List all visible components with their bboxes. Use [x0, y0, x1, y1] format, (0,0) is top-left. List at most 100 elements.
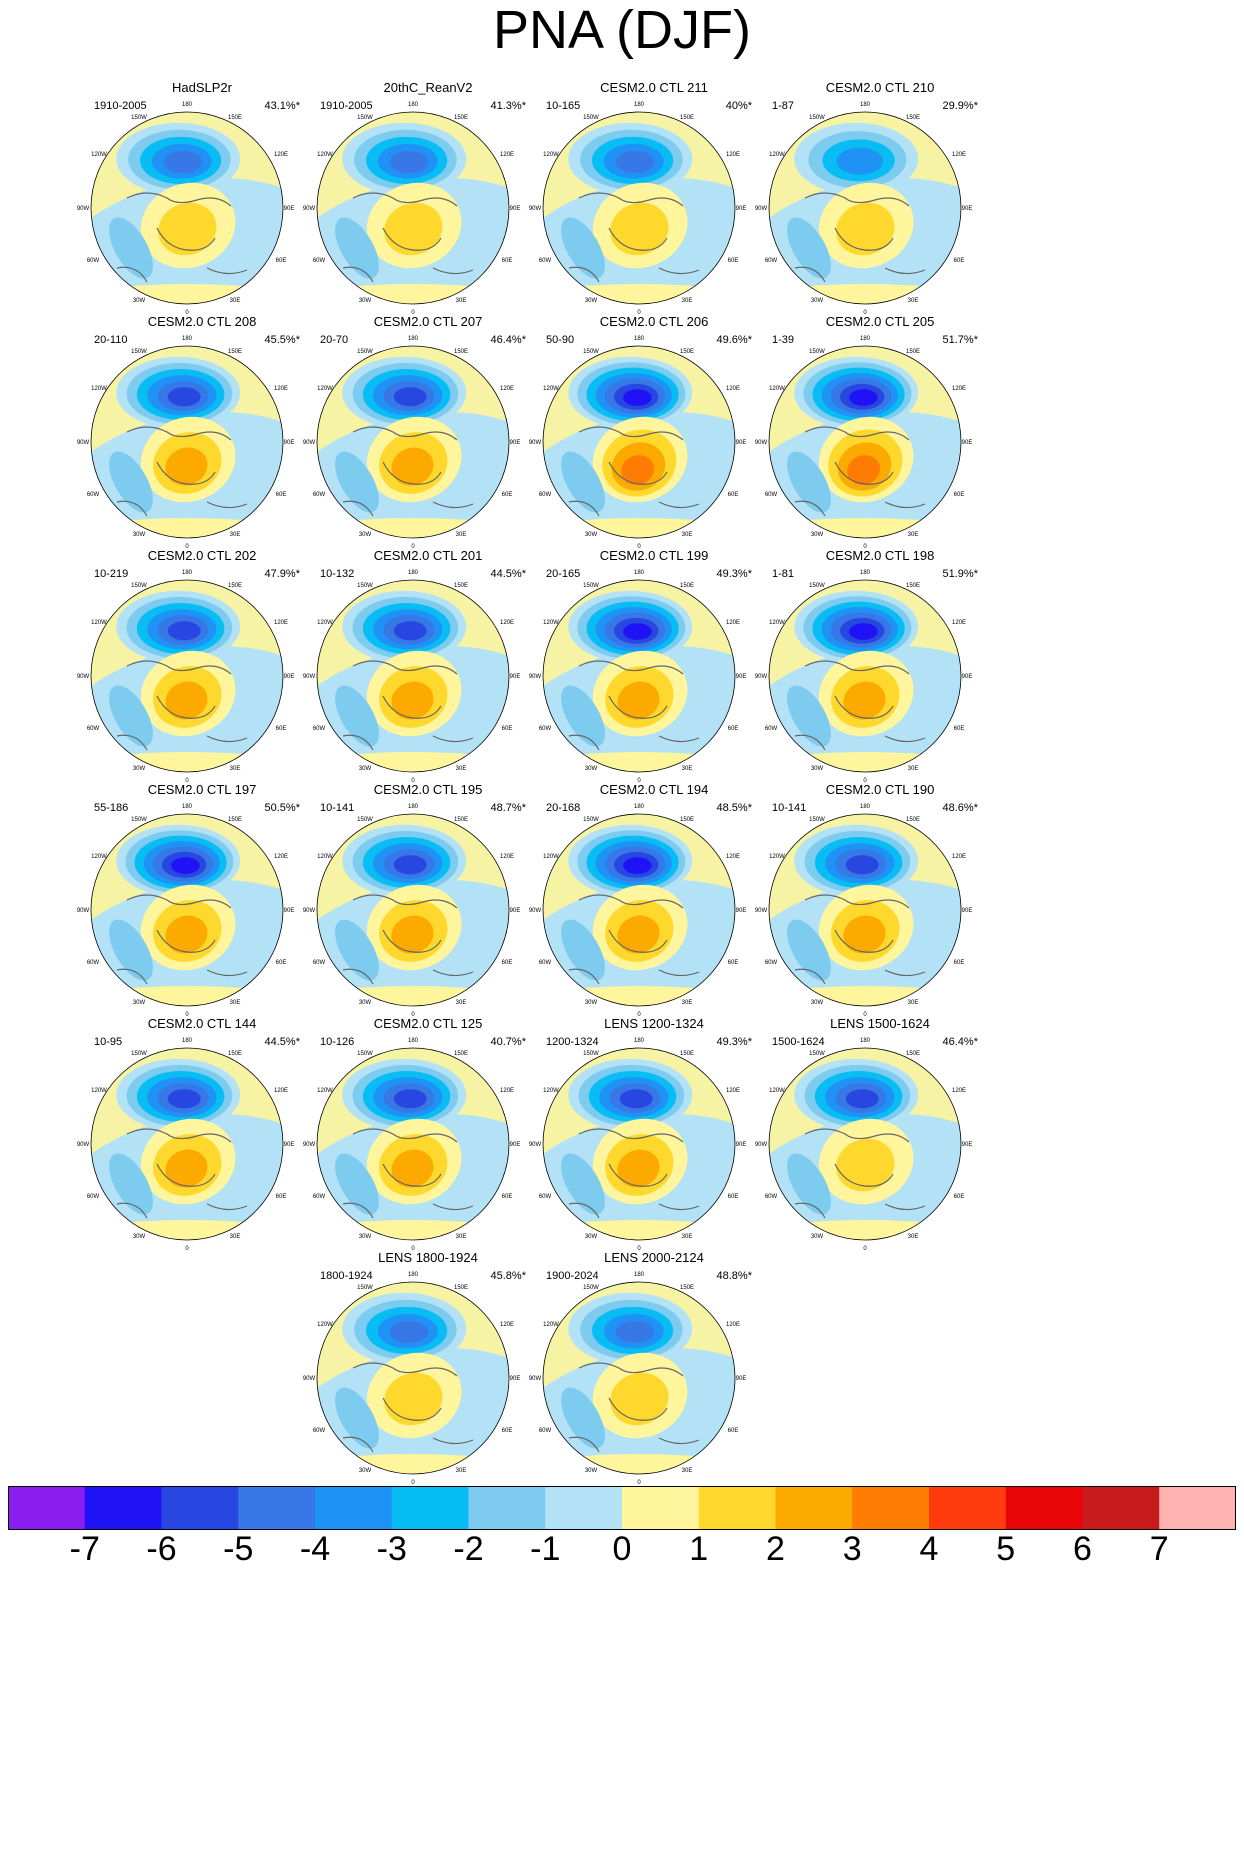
- pacific-low-contour: [836, 147, 884, 175]
- colorbar-swatch: [161, 1486, 239, 1530]
- longitude-label: 150E: [454, 817, 468, 823]
- map-panel: 180 150W 150E 120W 120E 90W 90E 60W 60E 30W 30E 0 CE…: [755, 782, 990, 1028]
- canada-high-contour: [391, 1149, 434, 1188]
- longitude-label: 30E: [456, 1234, 467, 1240]
- longitude-label: 150E: [680, 817, 694, 823]
- pacific-low-contour: [393, 1089, 427, 1109]
- map-boundary: [316, 1047, 510, 1241]
- longitude-label: 60W: [313, 1194, 326, 1200]
- coastline: [794, 192, 926, 283]
- map-panel: 180 150W 150E 120W 120E 90W 90E 60W 60E 30W 30E 0 CE…: [529, 314, 764, 560]
- longitude-label: 180: [634, 1272, 645, 1278]
- longitude-label: 60W: [313, 726, 326, 732]
- longitude-label: 30W: [585, 532, 598, 538]
- longitude-label: 90W: [77, 440, 90, 446]
- map-boundary: [316, 111, 510, 305]
- longitude-label: 90E: [962, 206, 973, 212]
- map-boundary: [768, 345, 962, 539]
- panel-year-range: 1-81: [772, 568, 795, 580]
- longitude-label: 180: [634, 804, 645, 810]
- longitude-label: 30W: [585, 298, 598, 304]
- longitude-label: 120E: [274, 152, 288, 158]
- longitude-label: 120W: [317, 1088, 333, 1094]
- longitude-label: 150W: [357, 583, 373, 589]
- longitude-label: 0: [637, 778, 641, 784]
- panel-variance-pct: 44.5%*: [264, 1036, 300, 1048]
- panel-year-range: 10-126: [320, 1036, 355, 1048]
- panel-variance-pct: 45.5%*: [264, 334, 300, 346]
- colorbar-tick-label: -1: [530, 1530, 561, 1568]
- longitude-label: 0: [637, 1246, 641, 1252]
- longitude-label: 0: [637, 1012, 641, 1018]
- longitude-label: 30E: [682, 1468, 693, 1474]
- positive-rim: [91, 518, 283, 538]
- longitude-label: 30E: [230, 298, 241, 304]
- longitude-label: 120E: [274, 386, 288, 392]
- colorbar-tick-label: -2: [453, 1530, 484, 1568]
- longitude-label: 180: [408, 102, 419, 108]
- panel-title: CESM2.0 CTL 144: [147, 1016, 257, 1031]
- panel-variance-pct: 40%*: [725, 100, 752, 112]
- panel-title: LENS 2000-2124: [604, 1250, 704, 1265]
- longitude-label: 120W: [91, 152, 107, 158]
- polar-map: 180 150W 150E 120W 120E 90W 90E 60W 60E 30W 30E 0: [529, 804, 747, 1018]
- panel-title: CESM2.0 CTL 211: [600, 80, 708, 95]
- polar-map: 180 150W 150E 120W 120E 90W 90E 60W 60E 30W 30E 0: [529, 336, 747, 550]
- longitude-label: 90W: [77, 206, 90, 212]
- longitude-label: 150W: [583, 349, 599, 355]
- longitude-label: 150E: [680, 115, 694, 121]
- longitude-label: 60E: [954, 1194, 965, 1200]
- longitude-label: 90E: [510, 206, 521, 212]
- map-panel: 180 150W 150E 120W 120E 90W 90E 60W 60E 30W 30E 0 CE…: [529, 80, 764, 326]
- longitude-label: 150E: [454, 115, 468, 121]
- atlantic-low-contour: [109, 1153, 153, 1215]
- longitude-label: 90E: [736, 1142, 747, 1148]
- pacific-low-contour: [393, 387, 427, 407]
- colorbar-swatch: [84, 1486, 162, 1530]
- colorbar-swatch: [391, 1486, 469, 1530]
- panel-title: CESM2.0 CTL 125: [373, 1016, 483, 1031]
- longitude-label: 120E: [726, 1322, 740, 1328]
- panel-variance-pct: 48.7%*: [490, 802, 526, 814]
- panel-variance-pct: 48.5%*: [716, 802, 752, 814]
- positive-rim: [543, 1220, 735, 1240]
- longitude-label: 150E: [228, 349, 242, 355]
- canada-high-contour: [621, 455, 655, 485]
- longitude-label: 60E: [954, 960, 965, 966]
- longitude-label: 150W: [131, 583, 147, 589]
- longitude-label: 120W: [317, 854, 333, 860]
- polar-map: 180 150W 150E 120W 120E 90W 90E 60W 60E 30W 30E 0: [303, 1038, 521, 1252]
- panel-variance-pct: 40.7%*: [490, 1036, 526, 1048]
- panel-title: 20thC_ReanV2: [383, 80, 473, 95]
- pacific-low-contour: [167, 1089, 201, 1109]
- atlantic-low-contour: [561, 217, 605, 279]
- colorbar-swatch: [1159, 1486, 1236, 1530]
- longitude-label: 90E: [284, 440, 295, 446]
- longitude-label: 150E: [680, 583, 694, 589]
- colorbar-swatch: [622, 1486, 700, 1530]
- panel-year-range: 10-95: [94, 1036, 123, 1048]
- map-boundary: [542, 813, 736, 1007]
- longitude-label: 120W: [317, 152, 333, 158]
- coastline: [568, 426, 700, 517]
- longitude-label: 150W: [131, 1051, 147, 1057]
- longitude-label: 0: [637, 310, 641, 316]
- panel-variance-pct: 49.6%*: [716, 334, 752, 346]
- longitude-label: 30E: [230, 766, 241, 772]
- longitude-label: 60W: [539, 1428, 552, 1434]
- panel-year-range: 10-141: [320, 802, 355, 814]
- coastline: [794, 894, 926, 985]
- longitude-label: 0: [863, 544, 867, 550]
- longitude-label: 90W: [303, 1142, 316, 1148]
- pacific-low-contour: [393, 621, 427, 641]
- map-boundary: [542, 579, 736, 773]
- longitude-label: 0: [411, 1246, 415, 1252]
- positive-rim: [91, 1220, 283, 1240]
- coastline: [342, 1362, 474, 1453]
- longitude-label: 90W: [529, 674, 542, 680]
- longitude-label: 60W: [87, 258, 100, 264]
- longitude-label: 150W: [583, 817, 599, 823]
- atlantic-low-contour: [787, 217, 831, 279]
- longitude-label: 60W: [765, 492, 778, 498]
- canada-high-contour: [836, 1138, 895, 1192]
